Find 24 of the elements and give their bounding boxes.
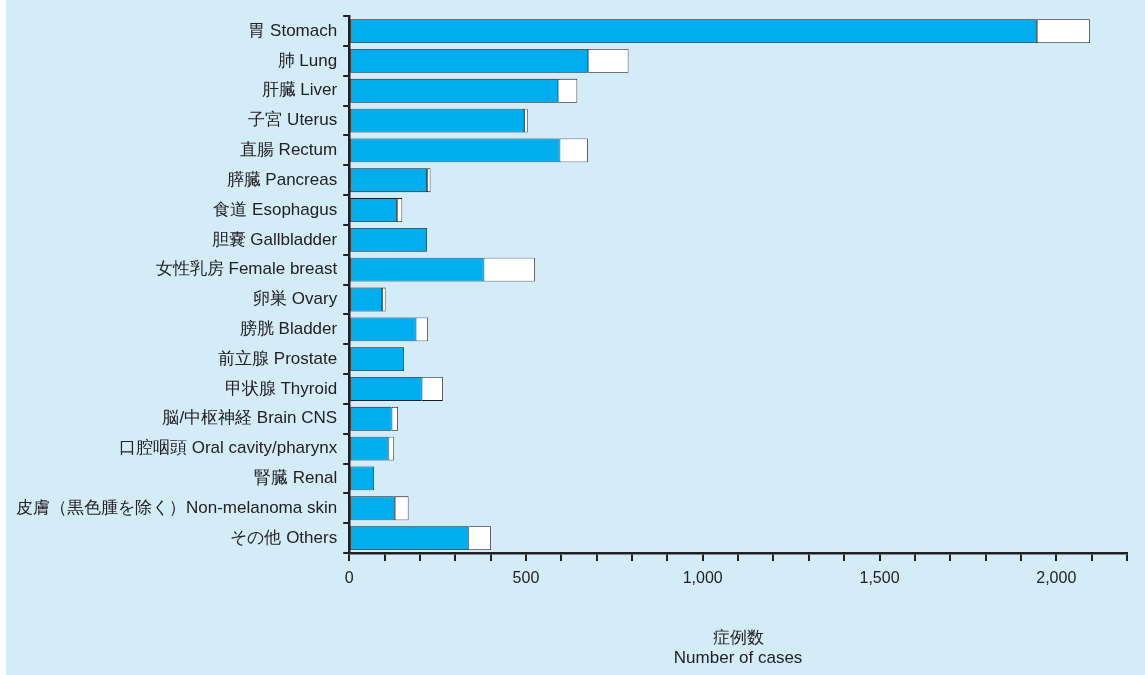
x-tick-label: 1,500 xyxy=(859,569,900,587)
y-tick-label: 胃 Stomach xyxy=(248,20,338,40)
y-tick-label: 肺 Lung xyxy=(277,50,338,70)
y-tick-label: 膀胱 Bladder xyxy=(239,319,338,339)
y-tick-label: 食道 Esophagus xyxy=(213,199,338,219)
x-tick-label: 0 xyxy=(344,569,354,587)
y-tick-label: 甲状腺 Thyroid xyxy=(224,378,338,398)
y-tick-label: 子宮 Uterus xyxy=(248,110,338,130)
y-tick-label: 前立腺 Prostate xyxy=(218,348,338,368)
x-tick-label: 2,000 xyxy=(1036,569,1077,587)
x-tick-label: 500 xyxy=(512,569,540,587)
y-tick-label: 肝臓 Liver xyxy=(261,80,338,100)
y-tick-label: 膵臓 Pancreas xyxy=(226,169,338,189)
x-axis-title: 症例数 Number of cases xyxy=(673,628,803,668)
y-tick-label: 直腸 Rectum xyxy=(239,140,338,160)
x-tick-label: 1,000 xyxy=(682,569,723,587)
y-tick-label: 皮膚（黒色腫を除く）Non-melanoma skin xyxy=(15,497,338,517)
y-tick-label: 卵巣 Ovary xyxy=(253,289,338,309)
y-tick-label: 腎臓 Renal xyxy=(254,468,338,488)
y-tick-label: 胆嚢 Gallbladder xyxy=(211,229,338,249)
y-tick-label: その他 Others xyxy=(230,527,338,547)
y-tick-label: 脳/中枢神経 Brain CNS xyxy=(162,408,338,428)
y-tick-label: 口腔咽頭 Oral cavity/pharynx xyxy=(118,438,338,458)
y-tick-label: 女性乳房 Female breast xyxy=(155,259,338,279)
